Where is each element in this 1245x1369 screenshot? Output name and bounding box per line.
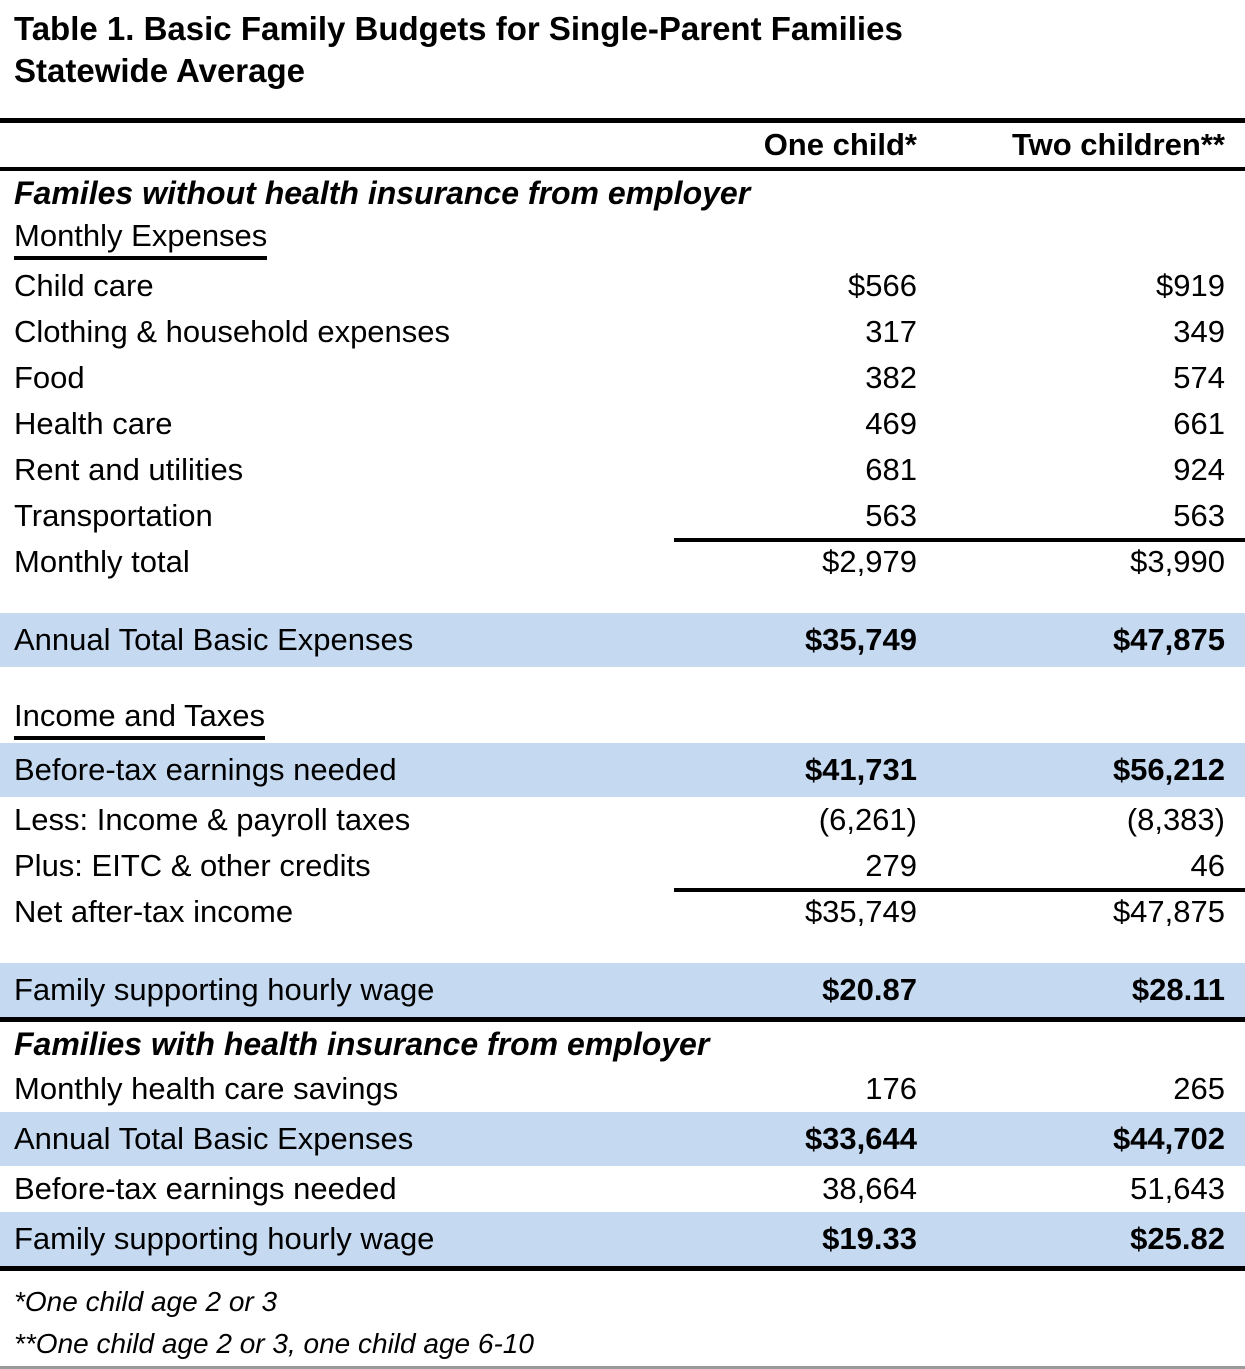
row-label: Annual Total Basic Expenses xyxy=(14,1121,414,1156)
value-one-child: $2,979 xyxy=(822,544,917,579)
table-row: Annual Total Basic Expenses $35,749 $47,87… xyxy=(0,613,1245,667)
table-row: Before-tax earnings needed 38,664 51,643 xyxy=(0,1166,1245,1212)
table-row: Monthly total $2,979 $3,990 xyxy=(0,538,1245,585)
row-label: Monthly total xyxy=(14,544,190,579)
table-row: Child care $566 $919 xyxy=(0,263,1245,309)
value-one-child: 176 xyxy=(865,1071,917,1106)
table-rows: Familes without health insurance from em… xyxy=(0,171,1245,1271)
footnotes: *One child age 2 or 3 **One child age 2 … xyxy=(0,1271,1245,1365)
row-label: Before-tax earnings needed xyxy=(14,1171,397,1206)
row-gap xyxy=(0,667,1245,695)
subheading-row: Income and Taxes xyxy=(0,695,1245,743)
value-one-child: $19.33 xyxy=(822,1221,917,1256)
value-two-children: $25.82 xyxy=(1130,1221,1225,1256)
value-one-child: $35,749 xyxy=(804,622,917,657)
subheading-label: Income and Taxes xyxy=(14,698,266,740)
section-rule xyxy=(0,1266,1245,1271)
value-two-children: 661 xyxy=(1173,406,1225,441)
value-two-children: 46 xyxy=(1190,848,1225,883)
table-row: Family supporting hourly wage $20.87 $28.1… xyxy=(0,963,1245,1017)
value-one-child: 382 xyxy=(865,360,917,395)
table-row: Monthly health care savings 176 265 xyxy=(0,1066,1245,1112)
section-heading-label: Familes without health insurance from em… xyxy=(14,174,751,211)
value-one-child: $33,644 xyxy=(804,1121,917,1156)
value-one-child: $41,731 xyxy=(804,752,917,787)
table-title-block: Table 1. Basic Family Budgets for Single… xyxy=(0,0,1245,92)
value-one-child: 317 xyxy=(865,314,917,349)
value-two-children: 265 xyxy=(1173,1071,1225,1106)
row-label: Family supporting hourly wage xyxy=(14,972,435,1007)
table-row: Family supporting hourly wage $19.33 $25.8… xyxy=(0,1212,1245,1266)
footnote-two-children: **One child age 2 or 3, one child age 6-… xyxy=(14,1328,534,1359)
value-one-child: 681 xyxy=(865,452,917,487)
table-row: Annual Total Basic Expenses $33,644 $44,70… xyxy=(0,1112,1245,1166)
subheading-row: Monthly Expenses xyxy=(0,215,1245,263)
row-label: Monthly health care savings xyxy=(14,1071,399,1106)
value-one-child: 563 xyxy=(865,498,917,533)
table-subtitle: Statewide Average xyxy=(14,52,306,89)
value-one-child: (6,261) xyxy=(818,802,917,837)
section-rule xyxy=(0,1017,1245,1022)
value-two-children: 924 xyxy=(1173,452,1225,487)
value-two-children: $3,990 xyxy=(1130,544,1225,579)
row-label: Clothing & household expenses xyxy=(14,314,451,349)
section-heading-label: Families with health insurance from empl… xyxy=(14,1025,710,1062)
value-two-children: 574 xyxy=(1173,360,1225,395)
section-heading-row: Familes without health insurance from em… xyxy=(0,171,1245,215)
row-label: Family supporting hourly wage xyxy=(14,1221,435,1256)
subheading-label: Monthly Expenses xyxy=(14,218,268,260)
value-two-children: 563 xyxy=(1173,498,1225,533)
value-one-child: $35,749 xyxy=(804,894,917,929)
value-two-children: 349 xyxy=(1173,314,1225,349)
value-two-children: $44,702 xyxy=(1112,1121,1225,1156)
row-label: Before-tax earnings needed xyxy=(14,752,397,787)
value-two-children: $56,212 xyxy=(1112,752,1225,787)
top-rule xyxy=(0,118,1245,123)
row-gap xyxy=(0,585,1245,613)
section-heading-row: Families with health insurance from empl… xyxy=(0,1022,1245,1066)
column-header-two-children: Two children** xyxy=(1011,127,1225,162)
table-row: Health care 469 661 xyxy=(0,401,1245,447)
table-row: Before-tax earnings needed $41,731 $56,212 xyxy=(0,743,1245,797)
row-label: Health care xyxy=(14,406,173,441)
value-two-children: 51,643 xyxy=(1130,1171,1225,1206)
value-two-children: (8,383) xyxy=(1126,802,1225,837)
row-gap xyxy=(0,935,1245,963)
table-row: Clothing & household expenses 317 349 xyxy=(0,309,1245,355)
table-row: Less: Income & payroll taxes (6,261) (8,38… xyxy=(0,797,1245,843)
row-label: Less: Income & payroll taxes xyxy=(14,802,411,837)
footnote-one-child: *One child age 2 or 3 xyxy=(14,1286,278,1317)
bottom-rule xyxy=(0,1366,1245,1369)
table-row: Transportation 563 563 xyxy=(0,493,1245,539)
value-one-child: 279 xyxy=(865,848,917,883)
value-two-children: $28.11 xyxy=(1131,972,1225,1007)
table-row: Rent and utilities 681 924 xyxy=(0,447,1245,493)
table-title: Table 1. Basic Family Budgets for Single… xyxy=(14,10,903,47)
column-header-row: One child* Two children** xyxy=(0,123,1245,167)
row-label: Child care xyxy=(14,268,154,303)
row-label: Net after-tax income xyxy=(14,894,294,929)
table-row: Plus: EITC & other credits 279 46 xyxy=(0,843,1245,889)
value-one-child: 469 xyxy=(865,406,917,441)
row-label: Annual Total Basic Expenses xyxy=(14,622,414,657)
row-label: Transportation xyxy=(14,498,213,533)
value-two-children: $47,875 xyxy=(1112,894,1225,929)
table-row: Food 382 574 xyxy=(0,355,1245,401)
value-one-child: $566 xyxy=(848,268,917,303)
value-one-child: 38,664 xyxy=(822,1171,917,1206)
value-one-child: $20.87 xyxy=(822,972,917,1007)
row-label: Rent and utilities xyxy=(14,452,244,487)
row-label: Food xyxy=(14,360,85,395)
row-label: Plus: EITC & other credits xyxy=(14,848,371,883)
value-two-children: $47,875 xyxy=(1112,622,1225,657)
header-rule xyxy=(0,167,1245,171)
table-row: Net after-tax income $35,749 $47,875 xyxy=(0,888,1245,935)
value-two-children: $919 xyxy=(1156,268,1225,303)
column-header-one-child: One child* xyxy=(763,127,917,162)
